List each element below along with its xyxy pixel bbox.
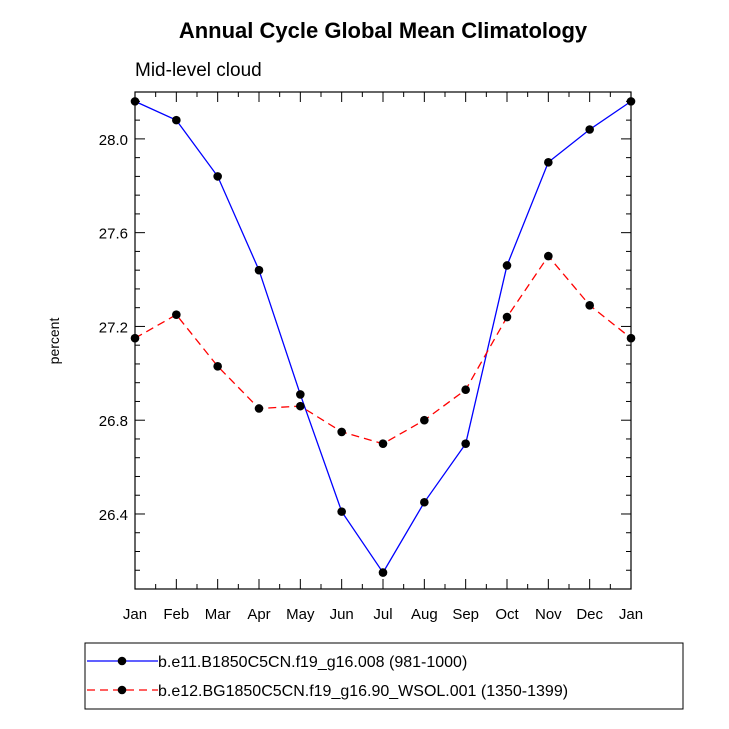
data-point bbox=[378, 568, 388, 577]
data-point bbox=[420, 497, 429, 507]
series-1 bbox=[130, 97, 636, 577]
chart-subtitle: Mid-level cloud bbox=[135, 60, 262, 81]
series-line bbox=[134, 255, 632, 445]
series-line bbox=[134, 100, 632, 574]
data-point bbox=[213, 172, 222, 181]
data-point bbox=[502, 312, 512, 322]
data-point bbox=[337, 507, 346, 516]
data-point bbox=[296, 390, 305, 399]
x-tick-label: Jul bbox=[373, 606, 392, 623]
x-tick-label: Oct bbox=[495, 606, 519, 623]
y-tick-label: 27.6 bbox=[99, 226, 128, 243]
data-point bbox=[172, 115, 181, 125]
data-point bbox=[461, 385, 470, 395]
chart-title: Annual Cycle Global Mean Climatology bbox=[179, 18, 588, 43]
y-tick-label: 26.8 bbox=[99, 413, 128, 430]
data-point bbox=[544, 158, 553, 167]
data-point bbox=[296, 401, 305, 411]
legend-box bbox=[84, 642, 684, 710]
legend-label-2: b.e12.BG1850C5CN.f19_g16.90_WSOL.001 (13… bbox=[158, 683, 568, 700]
series-2 bbox=[130, 251, 636, 448]
data-point bbox=[172, 310, 181, 320]
x-tick-label: Feb bbox=[163, 606, 189, 623]
data-point bbox=[420, 415, 429, 425]
data-point bbox=[626, 333, 636, 343]
y-tick-label: 27.2 bbox=[99, 319, 128, 336]
legend-marker-2 bbox=[117, 685, 127, 695]
x-tick-label: Jan bbox=[123, 606, 147, 623]
x-tick-label: May bbox=[286, 606, 315, 623]
x-tick-label: Mar bbox=[205, 606, 231, 623]
data-point bbox=[585, 301, 594, 310]
data-point bbox=[337, 427, 346, 437]
x-tick-label: Nov bbox=[535, 606, 562, 623]
legend-marker-1 bbox=[117, 656, 127, 666]
x-tick-label: Jun bbox=[330, 606, 354, 623]
data-point bbox=[461, 439, 470, 448]
data-point bbox=[130, 333, 140, 343]
x-tick-label: Sep bbox=[452, 606, 479, 623]
series-layer bbox=[130, 97, 636, 577]
x-tick-label: Jan bbox=[619, 606, 643, 623]
legend-label-1: b.e11.B1850C5CN.f19_g16.008 (981-1000) bbox=[158, 654, 467, 671]
data-point bbox=[502, 261, 512, 270]
axis-ticks: Jan Feb Mar Apr May Jun Jul Aug Sep Oct Nov Dec Jan 2… bbox=[99, 92, 643, 623]
data-point bbox=[378, 439, 388, 448]
data-point bbox=[254, 265, 264, 275]
plot-border bbox=[134, 91, 632, 590]
x-tick-label: Apr bbox=[247, 606, 270, 623]
y-tick-label: 28.0 bbox=[99, 132, 128, 149]
data-point bbox=[254, 404, 264, 413]
x-tick-label: Aug bbox=[411, 606, 438, 623]
plot-frame bbox=[134, 91, 632, 590]
x-tick-label: Dec bbox=[576, 606, 603, 623]
data-point bbox=[130, 97, 140, 106]
y-tick-label: 26.4 bbox=[99, 507, 128, 524]
y-axis-label: percent bbox=[46, 318, 62, 365]
legend: b.e11.B1850C5CN.f19_g16.008 (981-1000) b.… bbox=[84, 642, 684, 710]
data-point bbox=[213, 361, 222, 371]
data-point bbox=[626, 97, 636, 106]
data-point bbox=[544, 251, 553, 261]
data-point bbox=[585, 125, 594, 134]
